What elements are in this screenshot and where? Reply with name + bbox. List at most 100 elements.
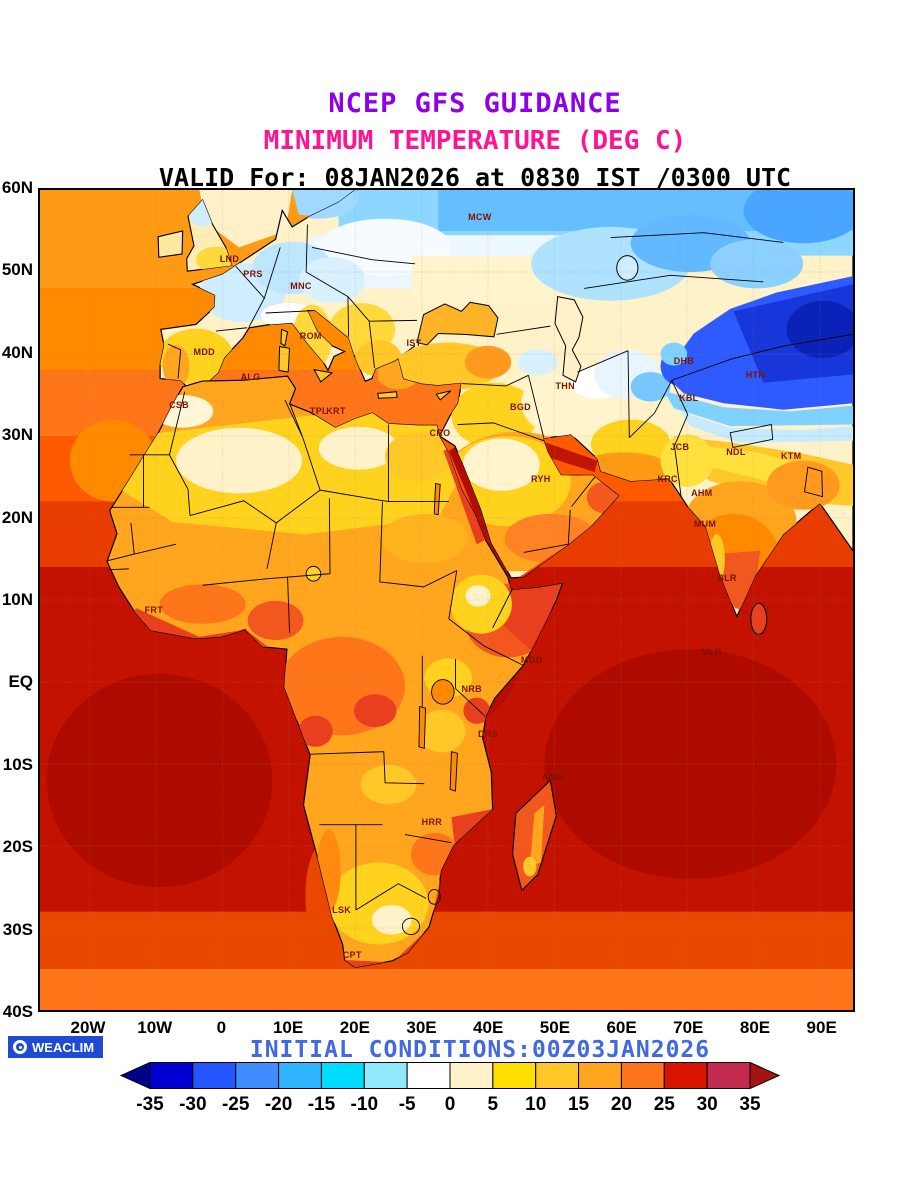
city-label-HRR: HRR bbox=[421, 817, 443, 828]
city-label-IST: IST bbox=[406, 338, 422, 349]
black-sea bbox=[417, 302, 498, 345]
lon-label-0: 0 bbox=[216, 1018, 227, 1037]
city-label-MNC: MNC bbox=[290, 280, 312, 291]
city-label-NDL: NDL bbox=[726, 446, 746, 457]
lon-label-10W: 10W bbox=[137, 1018, 173, 1037]
city-labels-layer: MCW LND PRS MNC ROM IST MDD ALG CSB TPL KRT CRO THN B… bbox=[40, 190, 853, 1010]
city-label-TPL: TPL bbox=[309, 405, 328, 416]
colorbar-segment-6 bbox=[406, 1062, 451, 1089]
city-label-MDD: MDD bbox=[193, 346, 215, 357]
city-label-DRS: DRS bbox=[478, 728, 498, 739]
weaclim-label: WEACLIM bbox=[32, 1039, 95, 1055]
title-field: MINIMUM TEMPERATURE (DEG C) bbox=[263, 126, 687, 156]
city-label-ROM: ROM bbox=[299, 330, 322, 341]
city-label-HTN: HTN bbox=[745, 369, 766, 380]
temperature-field-map bbox=[40, 190, 853, 1010]
lat-label-EQ: EQ bbox=[8, 672, 33, 692]
lat-label-60N: 60N bbox=[1, 178, 33, 197]
lat-label-50N: 50N bbox=[1, 260, 33, 280]
colorbar-segment-8 bbox=[492, 1062, 537, 1089]
colorbar-tick-15: 15 bbox=[567, 1094, 590, 1115]
city-label-MUM: MUM bbox=[693, 518, 717, 529]
colorbar-segment-11 bbox=[620, 1062, 665, 1089]
lat-label-30S: 30S bbox=[2, 919, 33, 939]
colorbar-right-arrow bbox=[749, 1062, 780, 1089]
city-label-DHB: DHB bbox=[673, 356, 695, 367]
city-label-CPT: CPT bbox=[342, 950, 362, 961]
lon-label-20W: 20W bbox=[70, 1018, 106, 1037]
colorbar-tick-25: 25 bbox=[653, 1094, 675, 1115]
colorbar-segment-12 bbox=[663, 1062, 708, 1089]
colorbar-tick--5: -5 bbox=[398, 1094, 416, 1115]
city-label-KTM: KTM bbox=[781, 450, 802, 461]
african-lakes bbox=[306, 484, 457, 792]
weaclim-circle-icon bbox=[13, 1040, 27, 1054]
sri-lanka bbox=[751, 603, 767, 634]
asia-borders bbox=[457, 233, 853, 553]
corsica bbox=[281, 329, 288, 345]
colorbar-segment-7 bbox=[449, 1062, 494, 1089]
city-label-BLR: BLR bbox=[717, 572, 737, 583]
colorbar-tick--20: -20 bbox=[264, 1094, 293, 1115]
city-label-AHM: AHM bbox=[691, 487, 713, 498]
colorbar-segment-1 bbox=[192, 1062, 237, 1089]
lat-label-40N: 40N bbox=[1, 342, 33, 362]
country-borders bbox=[108, 224, 853, 934]
colorbar-segment-9 bbox=[535, 1062, 580, 1089]
lon-label-30E: 30E bbox=[406, 1018, 437, 1037]
colorbar-segment-3 bbox=[278, 1062, 322, 1089]
colorbar-segment-2 bbox=[235, 1062, 280, 1089]
colorbar-left-arrow bbox=[120, 1062, 151, 1089]
city-label-KBL: KBL bbox=[679, 393, 699, 404]
colorbar-tick-0: 0 bbox=[444, 1094, 456, 1115]
colorbar-tick--25: -25 bbox=[221, 1094, 250, 1115]
colorbar-segment-5 bbox=[363, 1062, 408, 1089]
crete bbox=[378, 392, 397, 399]
caspian-sea bbox=[555, 297, 583, 382]
colorbar-tick-10: 10 bbox=[525, 1094, 547, 1115]
graticule-grid bbox=[40, 190, 853, 1010]
lat-label-40S: 40S bbox=[2, 1002, 33, 1021]
title-block: NCEP GFS GUIDANCE MINIMUM TEMPERATURE (D… bbox=[50, 88, 900, 192]
ireland bbox=[158, 231, 183, 257]
lon-label-60E: 60E bbox=[606, 1018, 637, 1037]
lon-label-90E: 90E bbox=[806, 1018, 837, 1037]
initial-conditions-text: INITIAL CONDITIONS:00Z03JAN2026 bbox=[249, 1037, 711, 1063]
city-label-CRO: CRO bbox=[429, 427, 451, 438]
colorbar-tick--10: -10 bbox=[350, 1094, 379, 1115]
colorbar-tick--30: -30 bbox=[179, 1094, 207, 1115]
city-label-BGD: BGD bbox=[510, 402, 531, 413]
madagascar bbox=[513, 780, 557, 890]
lat-label-30N: 30N bbox=[1, 425, 33, 445]
city-label-LND: LND bbox=[219, 253, 240, 264]
lat-label-10N: 10N bbox=[1, 590, 33, 609]
city-label-ALG: ALG bbox=[240, 371, 261, 382]
colorbar-tick--35: -35 bbox=[136, 1094, 164, 1115]
temperature-colorbar bbox=[120, 1062, 780, 1089]
lat-label-20N: 20N bbox=[1, 507, 33, 527]
colorbar-tick-20: 20 bbox=[610, 1094, 632, 1115]
weaclim-logo: WEACLIM bbox=[8, 1036, 104, 1058]
colorbar-tick--15: -15 bbox=[307, 1094, 336, 1115]
title-model: NCEP GFS GUIDANCE bbox=[328, 88, 622, 119]
colorbar-tick-35: 35 bbox=[739, 1094, 761, 1115]
city-label-CSB: CSB bbox=[169, 399, 189, 410]
map-frame: MCW LND PRS MNC ROM IST MDD ALG CSB TPL KRT CRO THN B… bbox=[38, 188, 855, 1012]
lat-label-20S: 20S bbox=[2, 837, 33, 857]
city-label-MGD: MGD bbox=[520, 654, 543, 665]
city-label-ANN: ANN bbox=[541, 772, 563, 783]
lon-label-20E: 20E bbox=[339, 1018, 370, 1037]
city-label-PRS: PRS bbox=[243, 268, 263, 279]
city-label-JCB: JCB bbox=[670, 441, 690, 452]
city-label-NRB: NRB bbox=[461, 684, 482, 695]
city-label-KRC: KRC bbox=[657, 474, 678, 485]
lon-label-50E: 50E bbox=[539, 1018, 571, 1037]
lat-label-10S: 10S bbox=[2, 754, 33, 774]
lon-label-80E: 80E bbox=[739, 1018, 771, 1037]
africa-landmass bbox=[107, 376, 562, 972]
lesotho-border bbox=[402, 918, 419, 934]
city-label-MLD: MLD bbox=[701, 646, 722, 657]
lon-label-40E: 40E bbox=[473, 1018, 504, 1037]
title-valid-time: VALID For: 08JAN2026 at 0830 IST /0300 U… bbox=[158, 163, 792, 192]
sardinia bbox=[279, 347, 290, 372]
